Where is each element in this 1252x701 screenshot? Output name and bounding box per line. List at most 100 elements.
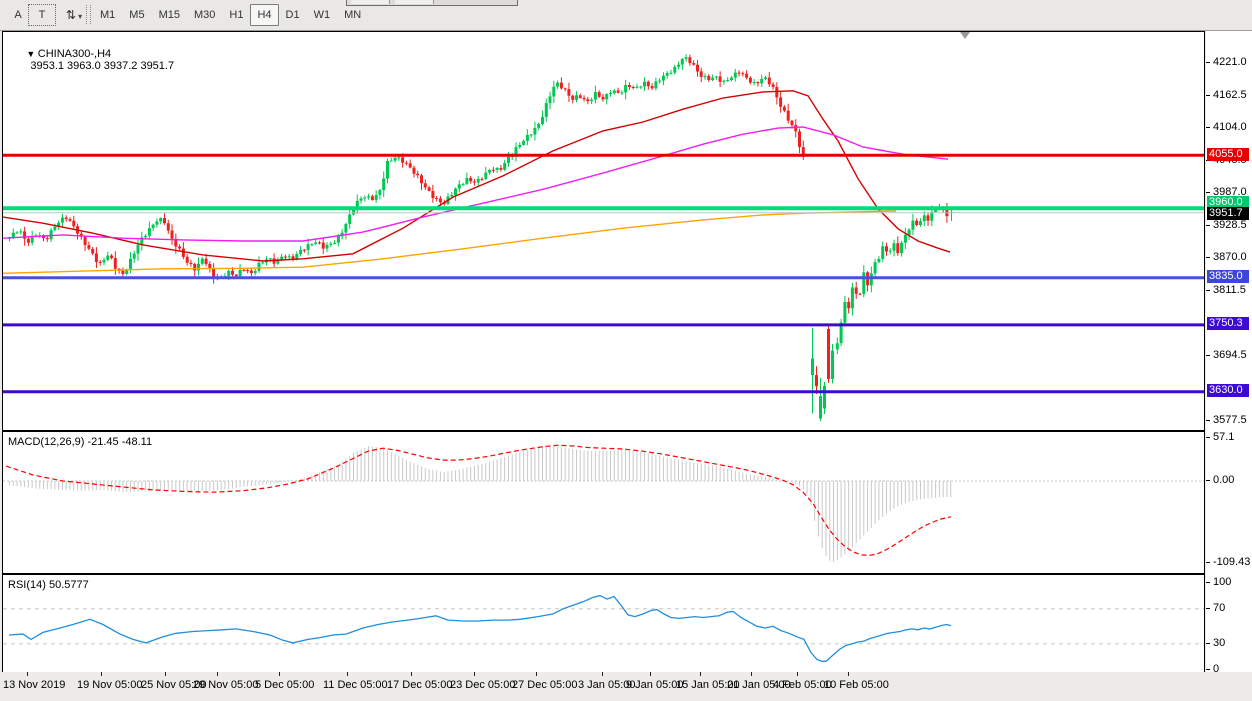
rsi-tick-70-tick bbox=[1206, 607, 1210, 609]
price-tick-3694.5-label: 3694.5 bbox=[1213, 348, 1247, 361]
date-label: 13 Nov 2019 bbox=[3, 679, 66, 691]
toolbar-fragment bbox=[346, 0, 518, 6]
price-badge-3630.0: 3630.0 bbox=[1207, 384, 1249, 398]
price-tick-4104.0-tick bbox=[1206, 127, 1210, 129]
rsi-tick-100-tick bbox=[1206, 581, 1210, 583]
timeframe-group: M1 M5 M15 M30 H1 H4 D1 W1 MN bbox=[93, 4, 368, 26]
timeframe-button-m5[interactable]: M5 bbox=[129, 9, 145, 21]
timeframe-button-w1[interactable]: W1 bbox=[313, 9, 331, 21]
date-tick bbox=[536, 672, 537, 676]
date-label: 27 Dec 05:00 bbox=[512, 679, 578, 691]
chart-ohlc-values: 3953.1 3963.0 3937.2 3951.7 bbox=[30, 60, 175, 72]
date-tick bbox=[411, 672, 412, 676]
rsi-line bbox=[8, 594, 952, 662]
timeframe-button-h1[interactable]: H1 bbox=[229, 9, 244, 21]
price-tick-3870.0-label: 3870.0 bbox=[1213, 251, 1247, 264]
price-tick-4162.5-label: 4162.5 bbox=[1213, 88, 1247, 101]
toolbar: A T ⇅ ▾ M1 M5 M15 M30 H1 H4 D1 W1 MN bbox=[0, 0, 1252, 31]
toolbar-fragment-cell bbox=[351, 0, 390, 4]
price-tick-4221.0-tick bbox=[1206, 62, 1210, 63]
date-label: 29 Nov 05:00 bbox=[193, 679, 259, 691]
chevron-down-icon: ▼ bbox=[26, 49, 38, 59]
timeframe-button-h4[interactable]: H4 bbox=[250, 4, 279, 26]
chart-shift-marker[interactable] bbox=[960, 32, 970, 39]
price-tick-3870.0-tick bbox=[1206, 257, 1210, 259]
price-tick-3928.5-label: 3928.5 bbox=[1213, 218, 1247, 231]
macd-tick-57.1-tick bbox=[1206, 437, 1210, 439]
timeframe-button-mn[interactable]: MN bbox=[344, 9, 362, 21]
ma-slow-orange bbox=[3, 210, 897, 274]
macd-panel[interactable]: MACD(12,26,9) -21.45 -48.11 bbox=[2, 431, 1205, 574]
rsi-tick-70-label: 70 bbox=[1213, 601, 1226, 614]
date-tick bbox=[217, 672, 218, 676]
swap-arrows-icon: ⇅ bbox=[65, 8, 76, 22]
macd-histogram bbox=[9, 445, 952, 562]
text-tool-button[interactable]: T bbox=[28, 4, 56, 26]
rsi-panel[interactable]: RSI(14) 50.5777 bbox=[2, 574, 1205, 674]
chart-title: ▼ CHINA300-,H4 3953.1 3963.0 3937.2 3951… bbox=[8, 36, 174, 84]
price-axis[interactable]: 4221.04162.54104.04045.53987.03928.53870… bbox=[1206, 31, 1252, 675]
date-tick bbox=[279, 672, 280, 676]
rsi-tick-100-label: 100 bbox=[1213, 575, 1232, 588]
candlestick-chart-canvas[interactable] bbox=[3, 32, 1204, 430]
timeframe-button-m1[interactable]: M1 bbox=[100, 9, 116, 21]
cursor-tool-dropdown-button[interactable]: ⇅ ▾ bbox=[54, 4, 94, 26]
date-tick bbox=[848, 672, 849, 676]
date-label: 25 Nov 05:00 bbox=[141, 679, 207, 691]
chevron-down-icon: ▾ bbox=[75, 12, 83, 21]
price-tick-3694.5-tick bbox=[1206, 354, 1210, 356]
date-label: 23 Dec 05:00 bbox=[450, 679, 516, 691]
main-chart-panel[interactable]: ▼ CHINA300-,H4 3953.1 3963.0 3937.2 3951… bbox=[2, 31, 1205, 431]
date-label: 15 Jan 05:00 bbox=[676, 679, 740, 691]
price-tick-3811.5-tick bbox=[1206, 289, 1210, 291]
price-badge-4055.0: 4055.0 bbox=[1207, 147, 1249, 161]
price-badge-3960.0: 3960.0 bbox=[1207, 195, 1249, 209]
rsi-chart-canvas[interactable] bbox=[3, 575, 1204, 673]
candlesticks bbox=[8, 54, 953, 421]
date-tick bbox=[797, 672, 798, 676]
date-label: 11 Dec 05:00 bbox=[323, 679, 388, 691]
macd-chart-canvas[interactable] bbox=[3, 432, 1204, 573]
date-tick bbox=[101, 672, 102, 676]
timeframe-button-m15[interactable]: M15 bbox=[158, 9, 180, 21]
ma-fast-red bbox=[3, 90, 951, 262]
price-tick-3987.0-tick bbox=[1206, 192, 1210, 194]
price-tick-3577.5-tick bbox=[1206, 419, 1210, 421]
date-label: 3 Jan 05:00 bbox=[578, 679, 636, 691]
chart-symbol-label: CHINA300-,H4 bbox=[37, 48, 112, 60]
price-tick-3987.0-label: 3987.0 bbox=[1213, 186, 1247, 199]
date-tick bbox=[27, 672, 28, 676]
date-tick bbox=[474, 672, 475, 676]
price-tick-3811.5-label: 3811.5 bbox=[1213, 283, 1246, 296]
price-badge-3750.3: 3750.3 bbox=[1207, 317, 1249, 331]
macd-label: MACD(12,26,9) -21.45 -48.11 bbox=[8, 436, 153, 448]
price-tick-3577.5-label: 3577.5 bbox=[1213, 413, 1247, 426]
text-label-tool-button[interactable]: A bbox=[14, 9, 22, 21]
price-tick-4221.0-label: 4221.0 bbox=[1213, 56, 1247, 68]
rsi-tick-30-label: 30 bbox=[1213, 636, 1226, 649]
date-label: 9 Jan 05:00 bbox=[626, 679, 684, 691]
date-label: 4 Feb 05:00 bbox=[773, 679, 832, 691]
price-badge-3951.7: 3951.7 bbox=[1207, 207, 1249, 221]
macd-tick--109.43-tick bbox=[1206, 561, 1210, 563]
date-label: 5 Dec 05:00 bbox=[255, 679, 315, 691]
price-tick-3928.5-tick bbox=[1206, 224, 1210, 226]
date-tick bbox=[165, 672, 166, 676]
toolbar-grip-handle[interactable] bbox=[86, 5, 91, 24]
timeframe-button-d1[interactable]: D1 bbox=[285, 9, 300, 21]
timeframe-button-m30[interactable]: M30 bbox=[193, 9, 216, 21]
date-label: 10 Feb 05:00 bbox=[824, 679, 889, 691]
macd-tick-57.1-label: 57.1 bbox=[1213, 431, 1235, 444]
date-label: 19 Nov 05:00 bbox=[77, 679, 143, 691]
macd-signal-line bbox=[5, 444, 952, 557]
date-tick bbox=[700, 672, 701, 676]
date-tick bbox=[602, 672, 603, 676]
toolbar-fragment-cell bbox=[395, 0, 434, 4]
date-axis[interactable]: 13 Nov 2019 19 Nov 05:00 25 Nov 05:00 29 No… bbox=[0, 672, 1252, 701]
rsi-label: RSI(14) 50.5777 bbox=[8, 579, 89, 591]
price-tick-4162.5-tick bbox=[1206, 94, 1210, 96]
macd-tick-0.00-label: 0.00 bbox=[1213, 474, 1235, 486]
macd-tick--109.43-label: -109.43 bbox=[1213, 555, 1251, 568]
date-label: 21 Jan 05:00 bbox=[727, 679, 791, 691]
